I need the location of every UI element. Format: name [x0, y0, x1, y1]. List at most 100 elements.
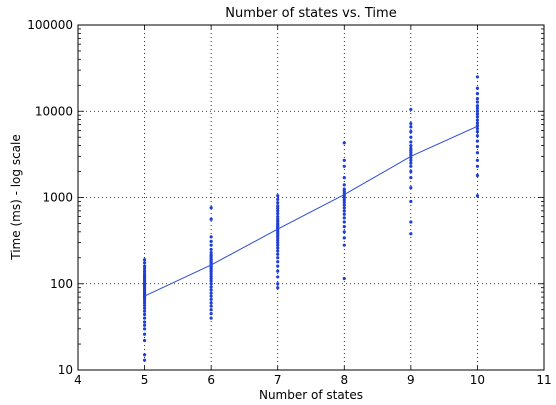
- data-point: [142, 306, 147, 310]
- data-point: [342, 230, 346, 234]
- data-point: [409, 130, 413, 134]
- data-point: [342, 164, 346, 168]
- data-point: [475, 75, 480, 79]
- data-point: [209, 272, 213, 276]
- data-point: [276, 246, 280, 250]
- data-point: [209, 301, 213, 305]
- data-point: [475, 173, 480, 178]
- data-point: [475, 97, 480, 101]
- data-point: [209, 316, 213, 320]
- data-point: [475, 144, 480, 149]
- data-point: [409, 161, 413, 165]
- data-point: [209, 285, 213, 289]
- data-point: [276, 194, 280, 198]
- data-point: [342, 220, 346, 224]
- data-point: [142, 258, 147, 262]
- x-tick-label: 7: [274, 373, 282, 387]
- data-point: [342, 212, 346, 216]
- data-point: [409, 158, 413, 162]
- data-point: [276, 201, 280, 205]
- data-point: [142, 323, 147, 327]
- data-point: [409, 121, 413, 126]
- data-point: [142, 332, 147, 336]
- data-point: [142, 327, 147, 331]
- data-point: [276, 256, 280, 260]
- data-point: [475, 121, 480, 125]
- data-point: [475, 109, 480, 113]
- data-point: [276, 197, 280, 202]
- data-point: [142, 269, 147, 273]
- y-axis-label: Time (ms) - log scale: [9, 134, 23, 260]
- data-point: [409, 220, 413, 224]
- y-tick-label: 100: [50, 277, 73, 291]
- data-point: [142, 320, 147, 324]
- data-point: [475, 100, 480, 104]
- data-point: [209, 276, 213, 281]
- y-tick-label: 10000: [35, 104, 73, 118]
- data-point: [142, 264, 147, 268]
- data-point: [276, 243, 280, 247]
- data-point: [342, 276, 346, 281]
- data-point: [142, 303, 147, 308]
- data-point: [409, 199, 413, 204]
- data-point: [475, 115, 480, 119]
- data-point: [276, 286, 280, 290]
- data-point: [475, 104, 480, 108]
- data-point: [475, 139, 480, 143]
- data-point: [409, 143, 413, 148]
- data-point: [142, 301, 147, 305]
- data-point: [342, 209, 346, 213]
- data-point: [209, 304, 213, 308]
- chart-title: Number of states vs. Time: [225, 6, 396, 21]
- data-point: [276, 209, 280, 213]
- data-point: [209, 308, 213, 312]
- data-point: [475, 134, 480, 138]
- x-tick-label: 5: [141, 373, 149, 387]
- data-point: [342, 224, 346, 229]
- x-tick-label: 8: [340, 373, 348, 387]
- data-point: [276, 204, 280, 208]
- data-point: [342, 176, 346, 180]
- data-point: [209, 297, 213, 301]
- data-point: [276, 240, 280, 245]
- data-point: [409, 125, 413, 129]
- data-point: [276, 282, 280, 286]
- data-point: [475, 112, 480, 116]
- data-point: [409, 169, 413, 174]
- data-point: [342, 216, 346, 220]
- data-point: [342, 200, 346, 204]
- data-point: [142, 266, 147, 271]
- data-point: [276, 264, 280, 268]
- data-point: [276, 269, 280, 273]
- data-point: [342, 236, 346, 240]
- data-point: [409, 140, 413, 144]
- tick-label-layer: 4 5 6 7 8 9 10 11 10 100 1000 10000 100000: [27, 18, 551, 387]
- data-point: [209, 282, 213, 286]
- data-layer: [142, 75, 480, 362]
- y-tick-label: 100000: [27, 18, 73, 32]
- y-tick-label: 1000: [42, 191, 73, 205]
- data-point: [342, 206, 346, 210]
- data-point: [209, 253, 213, 257]
- x-tick-label: 11: [536, 373, 551, 387]
- data-point: [209, 279, 213, 283]
- data-point: [342, 158, 346, 162]
- x-axis-label: Number of states: [259, 388, 363, 402]
- data-point: [276, 217, 280, 221]
- data-point: [409, 135, 413, 139]
- data-point: [409, 146, 413, 151]
- data-point: [142, 298, 147, 303]
- data-point: [409, 164, 413, 168]
- y-tick-label: 10: [58, 363, 73, 377]
- data-point: [142, 312, 147, 317]
- data-point: [475, 158, 480, 162]
- data-point: [475, 106, 480, 110]
- x-tick-label: 10: [470, 373, 485, 387]
- data-point: [142, 353, 147, 357]
- data-point: [209, 206, 213, 210]
- data-point: [342, 187, 346, 191]
- data-point: [209, 243, 213, 247]
- data-point: [209, 235, 213, 239]
- data-point: [475, 92, 480, 96]
- data-point: [342, 141, 346, 145]
